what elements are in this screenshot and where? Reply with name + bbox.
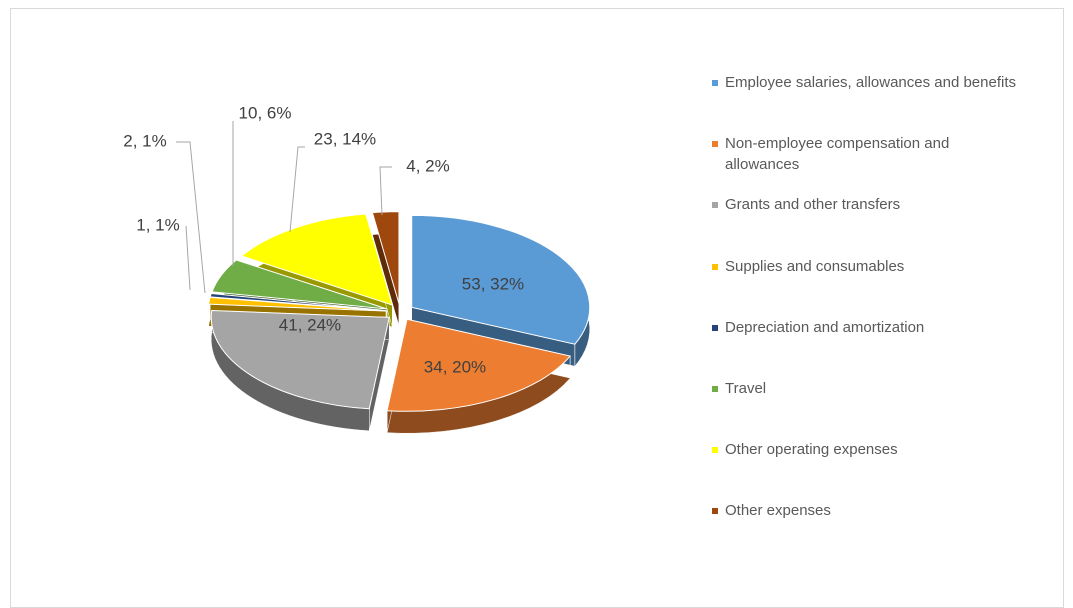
legend-swatch [712,202,718,208]
legend-item: Depreciation and amortization [712,317,924,338]
legend-label: Depreciation and amortization [725,319,925,336]
slice [386,318,572,412]
data-label: 41, 24% [279,315,341,334]
slice [411,214,591,345]
legend-swatch [712,141,718,147]
legend-label: Other expenses [725,502,831,519]
slice [208,296,387,312]
slice [211,259,388,310]
legend-swatch [712,508,718,514]
legend-item: Grants and other transfers [712,194,900,215]
legend-item: Supplies and consumables [712,256,904,277]
data-label: 53, 32% [462,274,524,293]
legend-label: Grants and other transfers [725,196,901,213]
legend-swatch [712,325,718,331]
leader-line [185,225,191,291]
legend-item: Non-employee compensation and allowances [712,133,1025,175]
slice [371,211,400,304]
slice [210,309,390,410]
data-label: 2, 1% [123,131,166,150]
legend-swatch [712,264,718,270]
legend-label: Non-employee compensation and allowances [725,135,950,173]
leader-line [289,146,305,233]
legend-item: Employee salaries, allowances and benefi… [712,72,1016,93]
legend-item: Other operating expenses [712,439,898,460]
data-label: 23, 14% [314,129,376,148]
legend-item: Travel [712,378,766,399]
leader-line [379,166,392,216]
legend-label: Other operating expenses [725,441,898,458]
legend-swatch [712,386,718,392]
legend-item: Other expenses [712,500,831,521]
data-label: 4, 2% [406,156,449,175]
data-label: 1, 1% [136,215,179,234]
legend-swatch [712,80,718,86]
legend-label: Supplies and consumables [725,258,905,275]
legend-label: Employee salaries, allowances and benefi… [725,74,1016,91]
slice [240,213,394,306]
legend-label: Travel [725,380,767,397]
legend-swatch [712,447,718,453]
leader-line [176,141,206,294]
data-label: 34, 20% [424,357,486,376]
data-label: 10, 6% [239,103,292,122]
